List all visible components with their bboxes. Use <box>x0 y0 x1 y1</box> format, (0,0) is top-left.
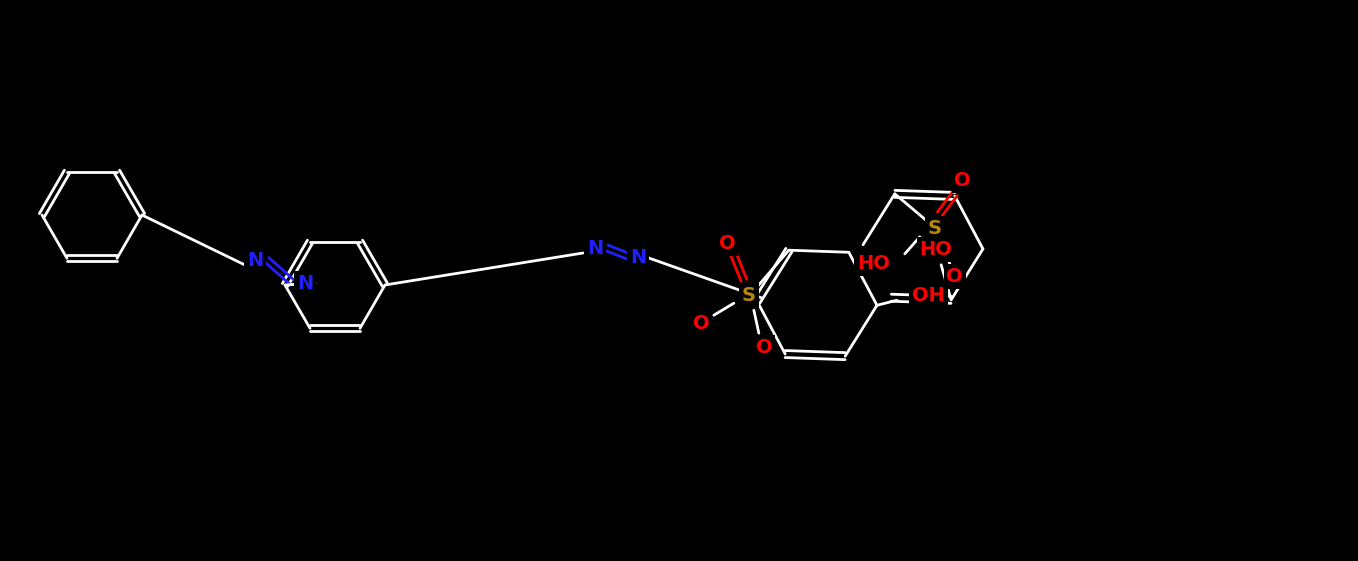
Text: N: N <box>297 274 314 292</box>
Text: O: O <box>947 268 963 286</box>
Text: HO: HO <box>857 254 889 273</box>
Text: N: N <box>630 247 646 266</box>
Text: O: O <box>718 234 735 252</box>
Text: S: S <box>741 286 756 305</box>
Text: HO: HO <box>919 240 952 259</box>
Text: S: S <box>928 219 942 238</box>
Text: N: N <box>587 238 603 257</box>
Text: OH: OH <box>913 286 945 305</box>
Text: O: O <box>755 338 773 357</box>
Text: O: O <box>693 314 709 333</box>
Text: O: O <box>955 171 971 190</box>
Text: N: N <box>247 251 263 269</box>
